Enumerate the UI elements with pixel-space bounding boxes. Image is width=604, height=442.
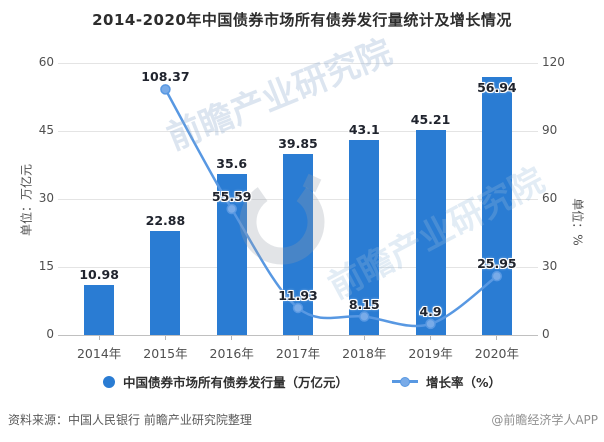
bar-2017年 [283, 154, 313, 335]
y-axis-tick-label-left: 0 [46, 327, 54, 341]
y-axis-tick-label-right: 0 [542, 327, 550, 341]
line-value-label: 8.15 [348, 296, 380, 312]
y-axis-tick-label-left: 15 [38, 259, 54, 273]
legend-line-label: 增长率（%） [425, 375, 502, 390]
y-axis-tick-label-right: 30 [542, 259, 558, 273]
right-axis-title: 单位：% [570, 198, 585, 246]
line-value-label: 55.59 [211, 188, 252, 204]
footer: 资料来源：中国人民银行 前瞻产业研究院整理 @前瞻经济学人APP [8, 411, 598, 428]
legend-item-line: 增长率（%） [391, 372, 502, 391]
x-axis-label: 2016年 [209, 346, 254, 361]
y-axis-tick-label-left: 60 [38, 55, 54, 69]
line-series-swatch-icon [391, 376, 418, 387]
gridline [58, 334, 538, 336]
x-axis-tick [164, 336, 166, 340]
bar-value-label: 56.94 [477, 79, 517, 95]
left-axis-title: 单位：万亿元 [19, 163, 34, 237]
bar-2020年 [481, 76, 512, 335]
chart-title: 2014-2020年中国债券市场所有债券发行量统计及增长情况 [92, 11, 512, 29]
legend-bar-label: 中国债券市场所有债券发行量（万亿元） [122, 375, 348, 390]
x-axis-label: 2019年 [408, 346, 453, 361]
bar-2014年 [84, 285, 115, 335]
bar-2015年 [150, 231, 181, 335]
bar-value-label: 35.6 [216, 155, 248, 171]
x-axis-tick [496, 336, 498, 340]
x-axis-label: 2020年 [474, 346, 519, 361]
bar-series-swatch-icon [102, 375, 115, 388]
bar-value-label: 43.1 [348, 121, 380, 137]
y-axis-tick-label-left: 45 [38, 123, 54, 137]
source-note: 资料来源：中国人民银行 前瞻产业研究院整理 [8, 413, 252, 427]
line-value-label: 25.95 [477, 256, 517, 272]
y-axis-tick-label-right: 60 [542, 191, 558, 205]
y-axis-tick-label-left: 30 [38, 191, 54, 205]
bar-value-label: 39.85 [278, 136, 318, 152]
x-axis-label: 2014年 [76, 346, 122, 361]
line-value-label: 11.93 [278, 287, 318, 303]
legend: 中国债券市场所有债券发行量（万亿元） 增长率（%） [0, 372, 604, 391]
x-axis-tick [430, 336, 432, 340]
credit-note: @前瞻经济学人APP [491, 413, 598, 427]
x-axis-label: 2015年 [143, 346, 188, 361]
x-axis-tick [297, 336, 299, 340]
y-axis-tick-label-right: 90 [542, 123, 558, 137]
line-point [160, 84, 171, 95]
line-value-label: 4.9 [419, 303, 442, 319]
x-axis-tick [363, 336, 365, 340]
legend-item-bar: 中国债券市场所有债券发行量（万亿元） [102, 372, 348, 391]
x-axis-label: 2018年 [342, 346, 387, 361]
bar-value-label: 10.98 [79, 267, 119, 283]
bar-value-label: 22.88 [145, 213, 186, 229]
y-axis-tick-label-right: 120 [542, 55, 565, 69]
bar-value-label: 45.21 [410, 112, 451, 128]
x-axis-tick [231, 336, 233, 340]
gridline [58, 130, 538, 132]
gridline [58, 62, 538, 64]
line-value-label: 108.37 [141, 69, 190, 85]
x-axis-label: 2017年 [275, 346, 321, 361]
x-axis-tick [98, 336, 100, 340]
